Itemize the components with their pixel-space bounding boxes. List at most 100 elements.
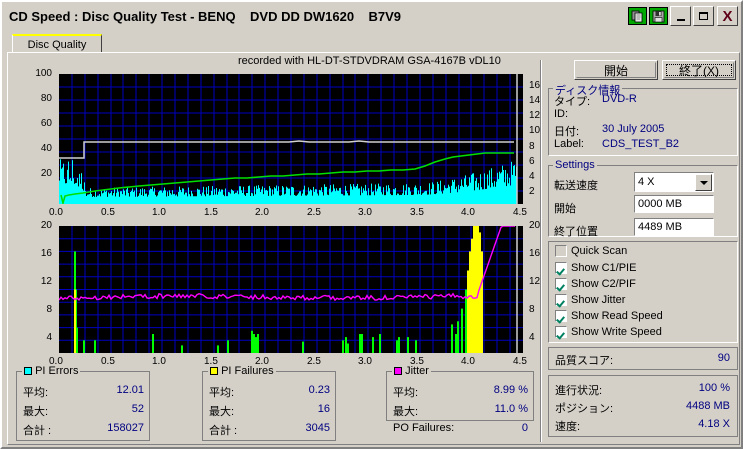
jitter-group <box>386 371 534 421</box>
disc-date-label: 日付: <box>554 126 580 138</box>
top-chart-ytick-80: 80 <box>40 93 52 104</box>
bottom-chart-xtick-6: 3.0 <box>358 356 372 367</box>
chevron-down-icon[interactable] <box>695 174 712 191</box>
checkbox-show-write-speed[interactable]: Show Write Speed <box>555 326 662 338</box>
end-position-input[interactable]: 4489 MB <box>634 218 714 236</box>
pi-failures-avg-label: 平均: <box>209 387 235 399</box>
pi-failures-legend-wrap: PI Failures <box>208 365 276 377</box>
show-jitter-checkbox-box <box>555 294 567 306</box>
stop-button-label: 終了(X) <box>679 63 719 78</box>
top-chart-svg <box>59 74 523 207</box>
checkbox-show-jitter[interactable]: Show Jitter <box>555 294 625 306</box>
top-chart-rytick-14: 14 <box>529 95 541 106</box>
bottom-chart-ytick-16: 16 <box>40 248 52 259</box>
transfer-speed-select[interactable]: 4 X <box>634 172 714 192</box>
disc-date-value: 30 July 2005 <box>602 123 665 135</box>
window-title: CD Speed : Disc Quality Test - BENQ DVD … <box>9 8 402 24</box>
end-position-label: 終了位置 <box>554 226 598 238</box>
bottom-chart-xtick-4: 2.0 <box>255 356 269 367</box>
close-button[interactable]: X <box>717 6 738 26</box>
bottom-chart-xtick-7: 3.5 <box>410 356 424 367</box>
title-bar-buttons: X <box>628 6 738 26</box>
bottom-chart-ytick-20: 20 <box>40 220 52 231</box>
tab-strip: Disc Quality <box>8 32 739 53</box>
maximize-glyph <box>699 12 708 20</box>
position-label: ポジション: <box>555 403 614 415</box>
jitter-avg-label: 平均: <box>393 387 419 399</box>
bottom-chart-ytick-12: 12 <box>40 276 52 287</box>
show-jitter-label: Show Jitter <box>571 294 626 306</box>
pi-errors-avg-value: 12.01 <box>116 384 144 396</box>
disc-info-group <box>548 88 738 156</box>
pi-failures-avg-value: 0.23 <box>308 384 330 396</box>
top-chart-rytick-8: 8 <box>529 141 535 152</box>
show-read-speed-checkbox-box <box>555 310 567 322</box>
quick-scan-checkbox-box <box>555 245 567 257</box>
po-failures-value: 0 <box>521 422 528 434</box>
top-chart-ytick-40: 40 <box>40 143 52 154</box>
jitter-max-value: 11.0 % <box>494 403 528 415</box>
stop-button[interactable]: 終了(X) <box>662 60 736 80</box>
pi-errors-max-value: 52 <box>131 403 144 415</box>
show-write-speed-label: Show Write Speed <box>571 326 662 338</box>
position-value: 4488 MB <box>685 400 730 412</box>
bottom-chart-xtick-2: 1.0 <box>152 356 166 367</box>
panel-divider-highlight <box>541 60 542 442</box>
checkbox-show-read-speed[interactable]: Show Read Speed <box>555 310 663 322</box>
jitter-avg-value: 8.99 % <box>493 384 528 396</box>
minimize-button[interactable] <box>670 6 691 26</box>
pi-failures-max-value: 16 <box>317 403 330 415</box>
tab-disc-quality[interactable]: Disc Quality <box>12 34 102 53</box>
pi-errors-group <box>16 371 150 441</box>
bottom-chart-rytick-8: 8 <box>529 304 535 315</box>
show-c2-pif-checkbox-box <box>555 278 567 290</box>
bottom-chart-rytick-16: 16 <box>529 248 541 259</box>
progress-group <box>548 375 738 437</box>
tab-label: Disc Quality <box>27 38 87 51</box>
speed-label: 速度: <box>555 421 581 433</box>
pi-failures-total-value: 3045 <box>305 422 330 434</box>
speed-value: 4.18 X <box>698 418 730 430</box>
quality-score-group <box>548 347 738 370</box>
top-chart-rytick-16: 16 <box>529 80 541 91</box>
checkbox-show-c2-pif[interactable]: Show C2/PIF <box>555 278 636 290</box>
quality-score-label: 品質スコア: <box>555 355 614 367</box>
bottom-chart-xtick-8: 4.0 <box>461 356 475 367</box>
settings-legend: Settings <box>553 159 597 171</box>
bottom-chart-xtick-1: 0.5 <box>101 356 115 367</box>
disc-label-value: CDS_TEST_B2 <box>602 138 680 150</box>
copy-icon[interactable] <box>628 7 647 25</box>
start-button[interactable]: 開始 <box>574 60 658 80</box>
bottom-chart-xtick-3: 1.5 <box>204 356 218 367</box>
show-read-speed-label: Show Read Speed <box>571 310 663 322</box>
bottom-chart-ytick-8: 8 <box>46 304 52 315</box>
start-position-input[interactable]: 0000 MB <box>634 195 714 213</box>
maximize-button[interactable] <box>693 6 714 26</box>
transfer-speed-label: 転送速度 <box>554 180 598 192</box>
quick-scan-label: Quick Scan <box>571 245 628 257</box>
panel-divider <box>540 60 541 442</box>
start-position-label: 開始 <box>554 203 576 215</box>
minimize-glyph <box>676 18 685 21</box>
disc-label-label: Label: <box>554 138 584 150</box>
end-position-value: 4489 MB <box>638 221 683 233</box>
top-chart-ytick-20: 20 <box>40 168 52 179</box>
close-glyph: X <box>722 7 733 25</box>
jitter-legend-wrap: Jitter <box>392 365 431 377</box>
save-icon[interactable] <box>649 7 668 25</box>
checkbox-show-c1-pie[interactable]: Show C1/PIE <box>555 262 636 274</box>
disc-type-value: DVD-R <box>602 93 637 105</box>
top-chart-xtick-1: 0.5 <box>101 207 115 218</box>
start-position-value: 0000 MB <box>638 198 683 210</box>
top-chart-xtick-7: 3.5 <box>410 207 424 218</box>
bottom-chart-rytick-12: 12 <box>529 276 541 287</box>
top-chart-xtick-8: 4.0 <box>461 207 475 218</box>
show-c1-pie-label: Show C1/PIE <box>571 262 637 274</box>
tab-strip-background <box>8 34 739 53</box>
top-chart-rytick-10: 10 <box>529 125 541 136</box>
pi-failures-total-label: 合計 : <box>209 425 238 437</box>
checkbox-quick-scan[interactable]: Quick Scan <box>555 245 627 257</box>
options-group <box>548 241 738 343</box>
top-chart-ytick-60: 60 <box>40 118 52 129</box>
